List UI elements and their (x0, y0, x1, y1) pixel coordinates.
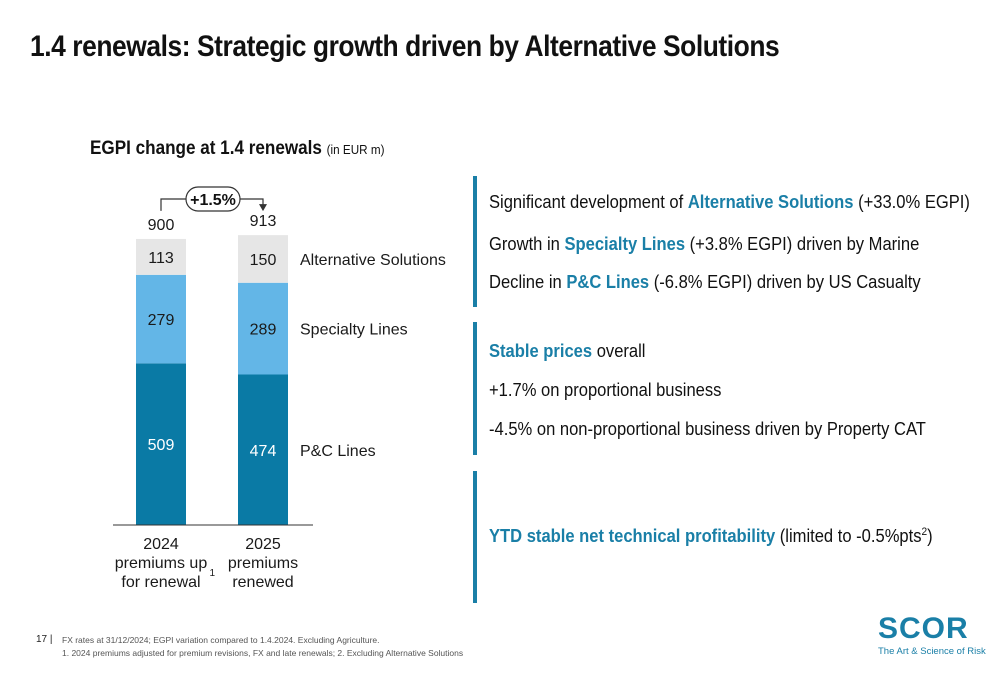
change-label: +1.5% (190, 192, 236, 209)
page-title: 1.4 renewals: Strategic growth driven by… (30, 30, 780, 63)
bar-segment-2-0 (136, 238, 186, 275)
highlight-ytd-profitability: YTD stable net technical profitability (489, 526, 776, 546)
x-tick-label-0-1: premiums up (115, 555, 208, 572)
chart-unit: (in EUR m) (326, 142, 385, 157)
bar-segment-1-1 (238, 282, 288, 375)
panel1-line2: Growth in Specialty Lines (+3.8% EGPI) d… (489, 234, 920, 254)
x-tick-label-1-1: premiums (228, 555, 298, 572)
footnote-line-1: FX rates at 31/12/2024; EGPI variation c… (62, 635, 380, 645)
bar-segment-0-1 (238, 374, 288, 525)
highlight-pc-lines: P&C Lines (566, 272, 650, 292)
legend-label-1: Specialty Lines (300, 322, 408, 339)
legend-label-2: Alternative Solutions (300, 252, 446, 269)
panel3-line1: YTD stable net technical profitability (… (489, 526, 933, 546)
bar-value-2-1: 150 (250, 252, 277, 269)
bar-value-2-0: 113 (148, 250, 174, 267)
bar-segment-2-1 (238, 235, 288, 283)
x-tick-label-0-0: 2024 (143, 536, 179, 553)
footnotes: FX rates at 31/12/2024; EGPI variation c… (62, 634, 463, 660)
panel-prices: Stable prices overall +1.7% on proportio… (473, 322, 926, 455)
panel2-line1: Stable prices overall (489, 341, 646, 361)
total-label-1: 913 (250, 213, 277, 230)
bar-value-0-1: 474 (250, 443, 277, 460)
panel2-line2: +1.7% on proportional business (489, 380, 722, 400)
chart-title: EGPI change at 1.4 renewals (in EUR m) (90, 138, 385, 160)
highlight-alternative-solutions: Alternative Solutions (687, 192, 854, 212)
change-badge (185, 186, 241, 212)
bar-segment-1-0 (136, 274, 186, 364)
logo-tagline: The Art & Science of Risk (878, 646, 986, 657)
scor-logo: SCOR The Art & Science of Risk (878, 612, 986, 658)
panel1-line1: Significant development of Alternative S… (489, 192, 970, 212)
total-label-0: 900 (148, 217, 175, 234)
panel2-line3: -4.5% on non-proportional business drive… (489, 419, 926, 439)
panel-egpi: Significant development of Alternative S… (473, 176, 970, 307)
chart-title-main: EGPI change at 1.4 renewals (90, 138, 322, 159)
footnote-line-2: 1. 2024 premiums adjusted for premium re… (62, 648, 464, 658)
x-tick-footnote-0: 1 (210, 568, 216, 579)
panel1-line3: Decline in P&C Lines (-6.8% EGPI) driven… (489, 272, 921, 292)
legend-label-0: P&C Lines (300, 443, 376, 460)
bar-segment-0-0 (136, 363, 186, 525)
change-arrow-head (259, 204, 267, 212)
bar-value-1-1: 289 (250, 322, 277, 339)
highlight-specialty-lines: Specialty Lines (564, 234, 686, 254)
page-number: 17 | (36, 634, 53, 645)
highlight-stable-prices: Stable prices (489, 341, 593, 361)
panel-profitability: YTD stable net technical profitability (… (473, 471, 933, 603)
x-tick-label-1-0: 2025 (245, 536, 281, 553)
bar-value-0-0: 509 (148, 437, 175, 454)
x-tick-label-1-2: renewed (232, 574, 293, 591)
egpi-chart: 509 279 113 900 2024 premiums up for renewal 1 4… (113, 186, 446, 591)
x-tick-label-0-2: for renewal (121, 574, 200, 591)
logo-word: SCOR (878, 612, 969, 645)
bar-value-1-0: 279 (148, 312, 175, 329)
